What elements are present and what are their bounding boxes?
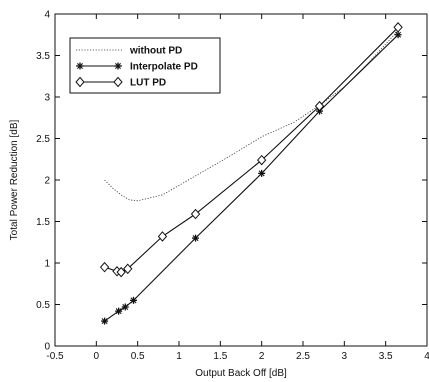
x-tick-label: 3.5: [379, 351, 393, 362]
diamond-marker: [190, 208, 201, 220]
y-tick-label: 0: [44, 342, 50, 353]
diamond-marker: [99, 261, 110, 273]
star-marker: [121, 303, 129, 311]
star-marker: [394, 31, 402, 39]
tick-labels: -0.5 0 0.5 1 1.5 2 2.5 3 3.5 400.511.522.533.54: [36, 10, 429, 363]
x-tick-label: 3: [342, 351, 348, 362]
series-layer: [99, 22, 403, 325]
x-tick-label: 2: [259, 351, 265, 362]
y-tick-label: 4: [44, 10, 50, 21]
star-marker: [101, 317, 109, 325]
star-marker: [76, 62, 84, 70]
y-tick-label: 3.5: [36, 51, 50, 62]
diamond-marker: [116, 266, 126, 278]
diamond-marker: [256, 154, 267, 166]
series-0: [104, 30, 399, 202]
x-tick-label: 4: [424, 351, 429, 362]
x-tick-label: 1.5: [213, 351, 227, 362]
star-marker: [130, 296, 138, 304]
star-marker: [192, 234, 200, 242]
x-tick-label: 0.5: [131, 351, 145, 362]
legend-label: LUT PD: [130, 78, 166, 89]
x-tick-label: 1: [176, 351, 182, 362]
legend-items: without PD Interpolate PD LUT PD: [75, 46, 198, 89]
diamond-marker: [157, 231, 168, 242]
series-line: [104, 30, 399, 202]
diamond-marker: [113, 76, 123, 88]
star-marker: [258, 169, 266, 177]
diamond-marker: [393, 22, 403, 33]
x-tick-label: 0: [94, 351, 100, 362]
x-tick-label: 2.5: [296, 351, 310, 362]
star-marker: [115, 307, 123, 315]
diamond-marker: [75, 76, 85, 88]
x-axis-label: Output Back Off [dB]: [195, 368, 287, 379]
y-tick-label: 3: [44, 93, 50, 104]
axis-ticks: [54, 13, 428, 347]
legend-label: Interpolate PD: [130, 62, 198, 73]
legend-label: without PD: [129, 46, 182, 57]
y-tick-label: 2: [44, 176, 50, 187]
diamond-marker: [314, 100, 325, 112]
legend: without PD Interpolate PD LUT PD: [69, 37, 221, 94]
y-axis-label: Total Power Reduction [dB]: [9, 119, 20, 240]
y-tick-label: 2.5: [36, 134, 50, 145]
y-tick-label: 1.5: [36, 217, 50, 228]
star-marker: [114, 62, 122, 70]
y-tick-label: 0.5: [36, 300, 50, 311]
series-2: [99, 22, 403, 278]
diamond-marker: [123, 263, 133, 275]
y-tick-label: 1: [44, 259, 50, 270]
x-tick-label: -0.5: [46, 351, 64, 362]
